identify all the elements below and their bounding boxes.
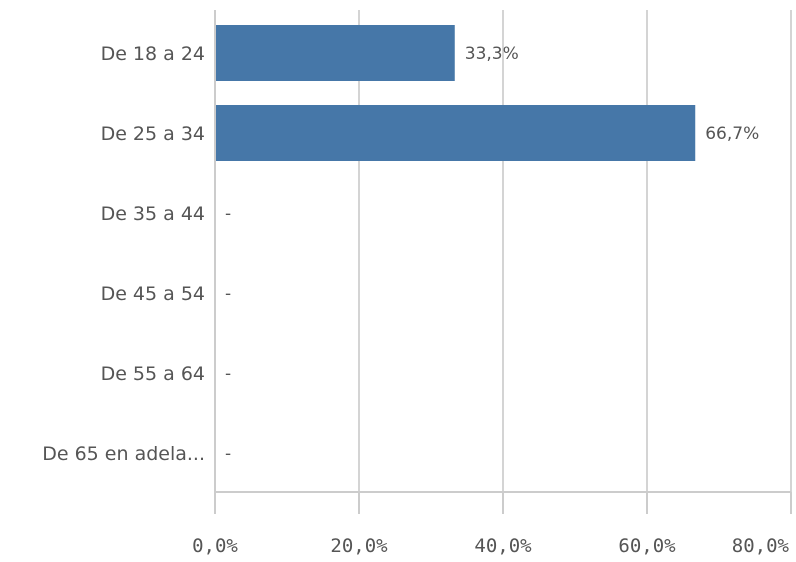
category-label: De 55 a 64 [101,363,205,385]
bars [215,25,696,161]
grid-lines [214,10,792,514]
data-label: - [225,364,231,384]
category-label: De 65 en adela... [42,443,205,465]
x-tick-label: 20,0% [330,535,388,557]
category-label: De 18 a 24 [101,43,205,65]
category-label: De 35 a 44 [101,203,205,225]
x-tick-label: 40,0% [474,535,532,557]
category-labels: De 18 a 24 De 25 a 34 De 35 a 44 De 45 a 54… [42,43,205,465]
bar [215,105,696,161]
bar [215,25,455,81]
data-label: - [225,204,231,224]
x-tick-label: 80,0% [732,535,790,557]
category-label: De 25 a 34 [101,123,205,145]
data-labels: 33,3% 66,7% - - - - [225,44,759,464]
data-label: - [225,444,231,464]
data-label: 66,7% [705,124,759,144]
x-tick-label: 0,0% [192,535,238,557]
data-label: - [225,284,231,304]
category-label: De 45 a 54 [101,283,205,305]
data-label: 33,3% [465,44,519,64]
x-tick-label: 60,0% [618,535,676,557]
x-axis-tick-labels: 0,0% 20,0% 40,0% 60,0% 80,0% [192,535,789,557]
